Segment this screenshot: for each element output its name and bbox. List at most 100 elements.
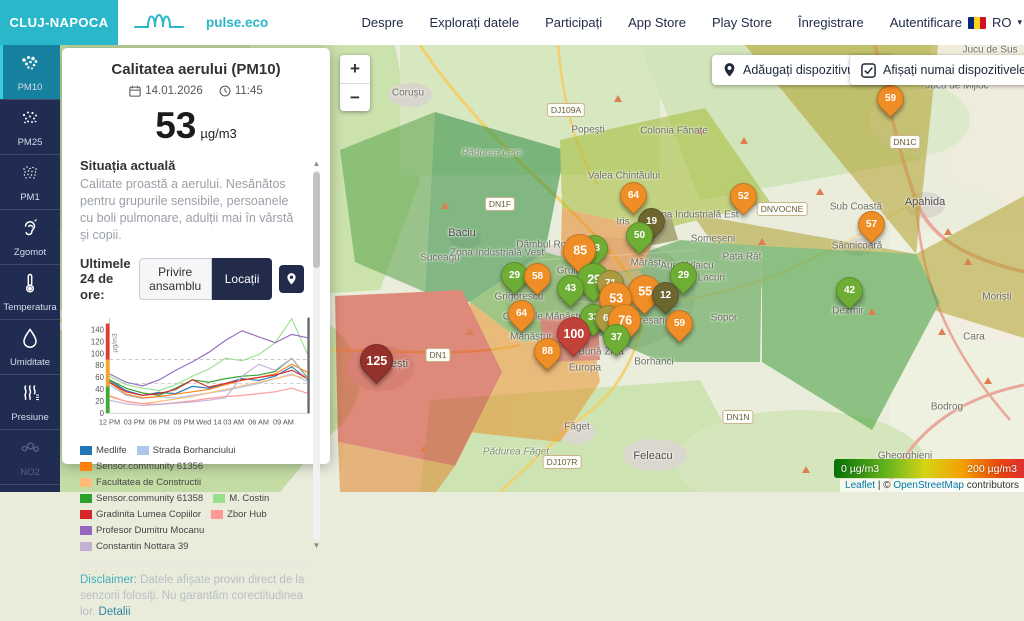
- legend-label: Zbor Hub: [227, 509, 267, 520]
- svg-text:140: 140: [91, 326, 105, 335]
- sidebar-item-label: Zgomot: [14, 247, 46, 258]
- air-quality-panel: Calitatea aerului (PM10) 14.01.2026 11:4…: [62, 48, 330, 464]
- sidebar-item-zgomot[interactable]: Zgomot: [0, 209, 60, 264]
- line-chart: 020406080100120140µg/m312 PM03 PM06 PM09…: [80, 308, 312, 434]
- svg-text:Wed 14: Wed 14: [196, 418, 221, 427]
- legend-swatch: [80, 478, 92, 487]
- show-confirmed-button[interactable]: Afișați numai dispozitivele confirmate: [850, 55, 1024, 85]
- sensor-value: 29: [677, 270, 688, 281]
- legend-item-m-costin[interactable]: M. Costin: [213, 493, 269, 504]
- attribution-suffix: contributors: [964, 480, 1019, 491]
- legend-item-sensor-community-61358[interactable]: Sensor.community 61358: [80, 493, 203, 504]
- location-pin-icon: [286, 272, 297, 286]
- svg-text:03 AM: 03 AM: [223, 418, 244, 427]
- legend-swatch: [213, 494, 225, 503]
- legend-item-constantin-nottara-39[interactable]: Constantin Nottara 39: [80, 541, 188, 552]
- brand-logo[interactable]: pulse.eco: [134, 10, 268, 36]
- legend-item-sensor-community-61356[interactable]: Sensor.community 61356: [80, 461, 203, 472]
- sidebar-item-label: PM10: [18, 82, 43, 93]
- legend-label: M. Costin: [229, 493, 269, 504]
- sidebar-item-umiditate[interactable]: Umiditate: [0, 319, 60, 374]
- legend-item-zbor-hub[interactable]: Zbor Hub: [211, 509, 267, 520]
- legend-label: Sensor.community 61356: [96, 461, 203, 472]
- nav-item-despre[interactable]: Despre: [362, 15, 404, 30]
- nav-item-explora-i-datele[interactable]: Explorați datele: [429, 15, 519, 30]
- header: CLUJ-NAPOCA pulse.eco Despre Explorați da…: [0, 0, 1024, 45]
- scale-max-label: 200 µg/m3: [967, 463, 1017, 475]
- nav-item-app-store[interactable]: App Store: [628, 15, 686, 30]
- map-label-coru-u: Corușu: [392, 88, 424, 99]
- svg-text:20: 20: [95, 397, 104, 406]
- sensor-value: 85: [572, 243, 586, 257]
- sidebar-item-temperatura[interactable]: Temperatura: [0, 264, 60, 319]
- disclaimer-details-link[interactable]: Detalii: [99, 606, 131, 618]
- range-row: Ultimele 24 de ore: Privire ansamblu Loc…: [80, 256, 304, 303]
- nav-item-play-store[interactable]: Play Store: [712, 15, 772, 30]
- legend-swatch: [80, 542, 92, 551]
- temperatura-icon: [18, 272, 42, 299]
- locations-tab[interactable]: Locații: [212, 258, 273, 300]
- map-label-valea-chint-ului: Valea Chintăului: [588, 171, 660, 182]
- zgomot-icon: [18, 217, 42, 244]
- map-label-iris: Iris: [616, 217, 629, 228]
- status-text: Calitate proastă a aerului. Nesănătos pe…: [80, 176, 304, 244]
- legend-label: Gradinita Lumea Copiilor: [96, 509, 201, 520]
- sensor-value: 55: [637, 284, 651, 298]
- calendar-icon: [129, 85, 141, 97]
- language-selector[interactable]: RO ▾: [968, 15, 1024, 30]
- legend-item-strada-borhanciului[interactable]: Strada Borhanciului: [137, 445, 236, 456]
- svg-text:120: 120: [91, 338, 105, 347]
- zoom-in-button[interactable]: +: [340, 55, 370, 83]
- sidebar-item-pm10[interactable]: PM10: [0, 45, 60, 99]
- panel-scrollbar[interactable]: ▲ ▼: [312, 158, 321, 552]
- legend-item-gradinita-lumea-copiilor[interactable]: Gradinita Lumea Copiilor: [80, 509, 201, 520]
- map-pin-button[interactable]: [279, 265, 304, 293]
- nav-item-autentificare[interactable]: Autentificare: [890, 15, 962, 30]
- map-label-bodrog: Bodrog: [931, 402, 963, 413]
- legend-item-facultatea-de-constructii[interactable]: Facultatea de Constructii: [80, 477, 201, 488]
- location-pin-icon: [723, 62, 736, 78]
- pm10-unit: µg/m3: [200, 126, 236, 141]
- leaflet-link[interactable]: Leaflet: [845, 480, 875, 491]
- map-label-dj107r: DJ107R: [543, 455, 582, 469]
- sidebar: PM10 PM25PM1 Zgomot Temperatura Umiditate Pre…: [0, 45, 60, 492]
- date-value: 14.01.2026: [145, 85, 203, 97]
- sensor-value: 52: [737, 191, 748, 202]
- sensor-value: 59: [884, 93, 895, 104]
- scrollbar-thumb[interactable]: [313, 172, 320, 268]
- overview-tab[interactable]: Privire ansamblu: [139, 258, 212, 300]
- legend-swatch: [80, 494, 92, 503]
- svg-text:µg/m3: µg/m3: [112, 333, 119, 352]
- legend-item-profesor-dumitru-mocanu[interactable]: Profesor Dumitru Mocanu: [80, 525, 204, 536]
- sidebar-item-label: Presiune: [11, 412, 49, 423]
- romania-flag-icon: [968, 17, 986, 29]
- nav-item-participa-i[interactable]: Participați: [545, 15, 602, 30]
- scroll-down-arrow[interactable]: ▼: [312, 542, 321, 550]
- view-toggle: Privire ansamblu Locații: [139, 258, 273, 300]
- sidebar-item-pm25[interactable]: PM25: [0, 99, 60, 154]
- svg-text:100: 100: [91, 350, 105, 359]
- map-label-sopor: Sopor: [711, 313, 738, 324]
- legend-swatch: [80, 462, 92, 471]
- attribution-separator: | ©: [875, 480, 893, 491]
- legend-item-medlife[interactable]: Medlife: [80, 445, 127, 456]
- panel-title: Calitatea aerului (PM10): [62, 61, 330, 78]
- sidebar-item-pm1[interactable]: PM1: [0, 154, 60, 209]
- legend-swatch: [80, 526, 92, 535]
- city-selector[interactable]: CLUJ-NAPOCA: [0, 0, 118, 45]
- clock-icon: [219, 85, 231, 97]
- current-value: 53 µg/m3: [62, 107, 330, 144]
- scroll-up-arrow[interactable]: ▲: [312, 160, 321, 168]
- sidebar-item-label: Umiditate: [10, 357, 50, 368]
- map-label-dn1: DN1: [425, 348, 450, 362]
- osm-link[interactable]: OpenStreetMap: [893, 480, 964, 491]
- map-attribution: Leaflet | © OpenStreetMap contributors: [840, 479, 1024, 492]
- legend-swatch: [80, 446, 92, 455]
- no2-icon: [18, 437, 42, 464]
- legend-label: Facultatea de Constructii: [96, 477, 201, 488]
- sidebar-item-o3: [0, 484, 60, 492]
- map-label-mori-ti: Moriști: [982, 292, 1011, 303]
- nav-item-nregistrare[interactable]: Înregistrare: [798, 15, 864, 30]
- sidebar-item-presiune[interactable]: Presiune: [0, 374, 60, 429]
- zoom-out-button[interactable]: −: [340, 83, 370, 111]
